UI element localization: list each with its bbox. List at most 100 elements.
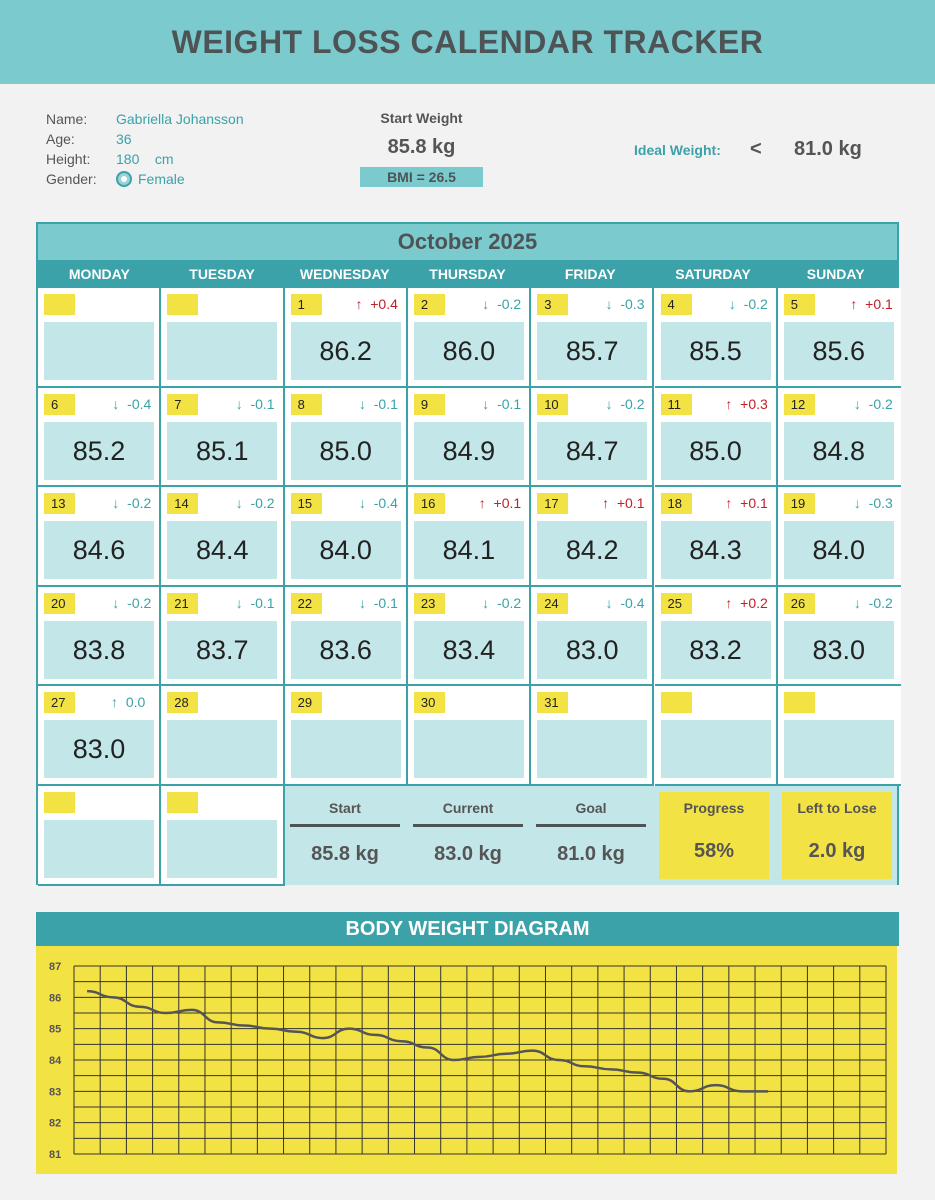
weight-change: ↑ +0.1: [479, 495, 521, 511]
calendar-day-cell: 5 ↑ +0.1 85.6: [777, 288, 901, 388]
day-number: 19: [783, 493, 815, 515]
weight-value: 84.8: [783, 421, 894, 480]
day-number: 21: [167, 592, 199, 614]
y-tick-label: 86: [49, 992, 61, 1004]
weight-change-value: -0.2: [497, 594, 522, 611]
day-number: 16: [413, 493, 445, 515]
arrow-down-icon: ↓: [605, 296, 621, 312]
weight-change: ↓ -0.2: [854, 595, 893, 611]
calendar-grid: Start 85.8 kg Current 83.0 kg Goal 81.0 …: [38, 288, 901, 886]
day-number: 14: [167, 493, 199, 515]
weight-change-value: +0.1: [865, 296, 893, 312]
calendar-day-cell: 30: [407, 686, 532, 786]
day-number: 26: [783, 592, 815, 614]
name-label: Name:: [46, 111, 88, 127]
height-label: Height:: [46, 151, 91, 167]
calendar-day-cell: [654, 686, 778, 786]
weight-change: ↑ +0.3: [725, 396, 767, 412]
day-number: [44, 792, 75, 813]
weight-value: 83.0: [783, 620, 894, 679]
weight-change: ↓ -0.3: [606, 296, 645, 312]
y-tick-label: 84: [49, 1055, 62, 1067]
calendar-day-cell: 11 ↑ +0.3 85.0: [654, 387, 778, 488]
weight-value: 84.4: [167, 521, 278, 580]
day-number: 12: [783, 393, 815, 415]
arrow-down-icon: ↓: [235, 395, 251, 412]
calendar-day-cell: 6 ↓ -0.4 85.2: [38, 387, 162, 488]
day-number: 24: [537, 592, 569, 614]
weight-change-value: +0.1: [493, 495, 522, 512]
weekday-tuesday: TUESDAY: [189, 266, 255, 282]
arrow-down-icon: ↓: [358, 594, 374, 611]
arrow-down-icon: ↓: [482, 594, 498, 611]
calendar-day-cell: 2 ↓ -0.2 86.0: [407, 288, 532, 388]
day-number: 2: [413, 294, 445, 315]
weight-value: 85.0: [660, 421, 771, 480]
weight-change-value: -0.3: [868, 495, 893, 512]
weight-change-value: 0.0: [125, 694, 146, 711]
calendar-day-cell: 29: [284, 686, 408, 786]
gender-value: Female: [116, 170, 316, 188]
calendar-day-cell: 24 ↓ -0.4 83.0: [531, 586, 655, 687]
weight-change: ↑ +0.2: [725, 595, 767, 611]
weight-value: [167, 720, 278, 779]
summary-current-label: Current: [442, 800, 494, 816]
summary-goal: Goal 81.0 kg: [536, 786, 646, 866]
day-number: 15: [290, 493, 322, 515]
weight-change: ↑ +0.1: [850, 296, 892, 312]
weekday-wednesday: WEDNESDAY: [299, 266, 390, 282]
weight-change-value: -0.4: [127, 395, 152, 412]
weight-change-value: +0.3: [740, 395, 768, 412]
summary-left-to-lose: Left to Lose 2.0 kg: [782, 792, 892, 879]
arrow-down-icon: ↓: [482, 395, 498, 412]
calendar-day-cell: 19 ↓ -0.3 84.0: [777, 487, 901, 587]
calendar-day-cell: 8 ↓ -0.1 85.0: [284, 387, 408, 488]
weight-change: ↑ +0.1: [602, 495, 644, 511]
weight-value: 85.2: [44, 421, 154, 480]
calendar-day-cell: 10 ↓ -0.2 84.7: [531, 387, 655, 488]
weight-change: ↓ -0.4: [112, 396, 151, 412]
weight-change-value: -0.2: [868, 594, 893, 611]
summary-left-label: Left to Lose: [797, 800, 877, 816]
day-number: 5: [783, 294, 815, 315]
day-number: 30: [413, 692, 445, 714]
calendar-day-cell: 25 ↑ +0.2 83.2: [654, 586, 778, 687]
day-number: 27: [44, 692, 75, 714]
y-tick-label: 83: [49, 1086, 61, 1098]
day-number: 22: [290, 592, 322, 614]
calendar: October 2025 MONDAY TUESDAY WEDNESDAY TH…: [36, 222, 901, 886]
weight-value: [290, 720, 401, 779]
weight-change: ↓ -0.2: [112, 595, 151, 611]
weight-value: 83.0: [44, 720, 154, 779]
arrow-up-icon: ↑: [850, 296, 866, 312]
day-number: 31: [537, 692, 569, 714]
arrow-up-icon: ↑: [725, 495, 741, 512]
calendar-month: October 2025: [38, 224, 897, 260]
calendar-day-cell: 17 ↑ +0.1 84.2: [531, 487, 655, 587]
weight-change-value: +0.1: [616, 495, 645, 512]
weight-change-value: -0.4: [620, 594, 645, 611]
start-weight-value: 85.8 kg: [387, 136, 456, 158]
calendar-day-cell: 4 ↓ -0.2 85.5: [654, 288, 778, 388]
arrow-down-icon: ↓: [853, 594, 869, 611]
arrow-down-icon: ↓: [112, 594, 128, 611]
weight-chart: 87 86 85 84 83 82 81: [36, 946, 897, 1174]
weight-change: ↓ -0.2: [729, 296, 768, 312]
arrow-up-icon: ↑: [725, 395, 741, 412]
weight-change: ↑ +0.1: [725, 495, 767, 511]
day-number: 1: [290, 294, 322, 315]
arrow-down-icon: ↓: [112, 395, 128, 412]
weight-value: 83.4: [413, 620, 524, 679]
calendar-day-cell: 3 ↓ -0.3 85.7: [531, 288, 655, 388]
calendar-day-cell: 14 ↓ -0.2 84.4: [161, 487, 285, 587]
day-number: 28: [167, 692, 199, 714]
weight-change-value: -0.1: [373, 395, 398, 412]
calendar-day-cell: 27 ↑ 0.0 83.0: [38, 686, 162, 786]
arrow-down-icon: ↓: [728, 296, 744, 312]
weight-value: [44, 820, 154, 878]
calendar-day-cell: 13 ↓ -0.2 84.6: [38, 487, 162, 587]
weight-value: [537, 720, 648, 779]
arrow-down-icon: ↓: [853, 495, 869, 512]
calendar-day-cell: [161, 786, 285, 886]
weight-change: ↓ -0.2: [482, 595, 521, 611]
